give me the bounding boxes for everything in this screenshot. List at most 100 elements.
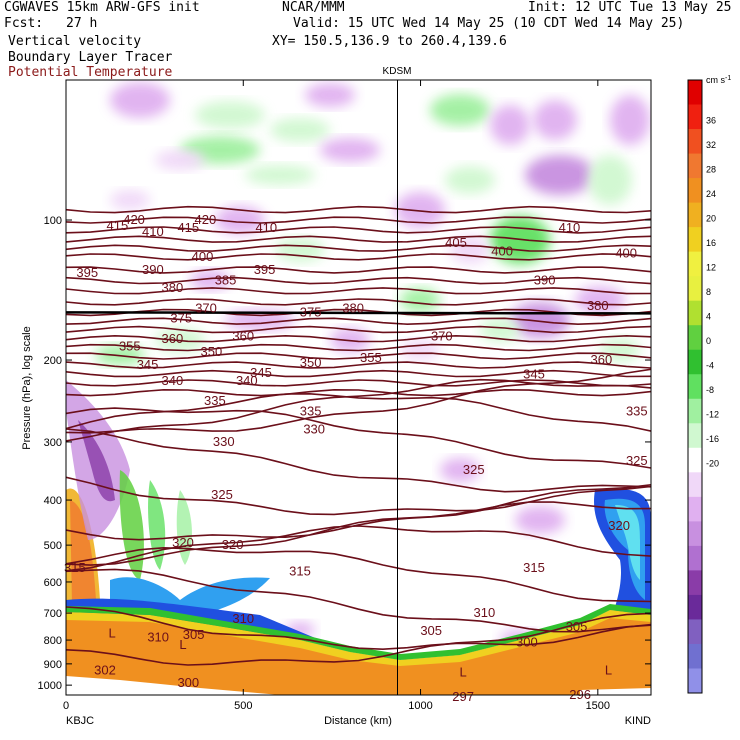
velocity-blob bbox=[320, 138, 380, 162]
theta-contour bbox=[66, 343, 651, 352]
plot-frame bbox=[65, 79, 652, 696]
theta-label: 410 bbox=[255, 220, 277, 235]
theta-label: 335 bbox=[626, 403, 648, 418]
theta-contour bbox=[66, 388, 651, 397]
theta-label: 315 bbox=[64, 560, 86, 575]
theta-label: 370 bbox=[431, 328, 453, 343]
theta-label: 350 bbox=[201, 344, 223, 359]
velocity-blob bbox=[270, 118, 330, 142]
colorbar-swatch bbox=[688, 545, 702, 571]
theta-contour bbox=[66, 379, 651, 387]
colorbar-tick-label: -16 bbox=[706, 434, 719, 444]
velocity-blob bbox=[610, 95, 650, 145]
theta-contour bbox=[66, 476, 651, 516]
theta-label: 305 bbox=[183, 627, 205, 642]
velocity-blob bbox=[430, 94, 490, 126]
velocity-blob bbox=[510, 302, 570, 338]
theta-label: 355 bbox=[119, 338, 141, 353]
theta-contour bbox=[66, 276, 651, 285]
velocity-blob bbox=[275, 238, 325, 262]
y-axis: 100 200 300 400 500 600 700 800 900 1000 bbox=[38, 215, 651, 692]
theta-label: 315 bbox=[289, 564, 311, 579]
colorbar-swatch bbox=[688, 447, 702, 473]
theta-label: 315 bbox=[523, 560, 545, 575]
theta-contour bbox=[66, 308, 651, 317]
cross-section-endpoints: XY= 150.5,136.9 to 260.4,139.6 bbox=[272, 34, 507, 49]
colorbar-swatch bbox=[688, 178, 702, 204]
colorbar-swatch bbox=[688, 594, 702, 620]
theta-label: 325 bbox=[211, 487, 233, 502]
y-tick-label: 1000 bbox=[38, 680, 62, 692]
theta-label: 350 bbox=[300, 355, 322, 370]
shading-layer bbox=[66, 80, 651, 695]
theta-label: 410 bbox=[142, 224, 164, 239]
theta-label: 335 bbox=[204, 393, 226, 408]
theta-contour bbox=[66, 317, 651, 326]
x-tick-label: 1000 bbox=[408, 700, 432, 712]
velocity-blob bbox=[305, 83, 355, 107]
theta-label: 310 bbox=[474, 605, 496, 620]
colorbar-swatch bbox=[688, 521, 702, 547]
theta-contour bbox=[66, 205, 651, 214]
theta-contour bbox=[66, 253, 651, 261]
colorbar-swatch bbox=[688, 472, 702, 498]
theta-label: 335 bbox=[300, 403, 322, 418]
y-tick-label: 900 bbox=[44, 659, 62, 671]
colorbar-swatch bbox=[688, 227, 702, 253]
y-axis-label: Pressure (hPa), log scale bbox=[21, 326, 33, 450]
model-title: CGWAVES 15km ARW-GFS init bbox=[4, 0, 200, 15]
velocity-blob bbox=[490, 105, 530, 145]
colorbar-swatch bbox=[688, 423, 702, 449]
theta-contour bbox=[66, 369, 651, 378]
theta-contour bbox=[66, 334, 651, 343]
colorbar-swatch bbox=[688, 398, 702, 424]
low-marker: L bbox=[179, 637, 186, 652]
theta-label: 415 bbox=[177, 220, 199, 235]
field-vertical-velocity: Vertical velocity bbox=[8, 34, 142, 49]
theta-contour bbox=[66, 368, 651, 434]
velocity-blob bbox=[245, 165, 315, 185]
colorbar-swatch bbox=[688, 202, 702, 228]
theta-label: 360 bbox=[232, 328, 254, 343]
colorbar-swatch bbox=[688, 276, 702, 302]
y-tick-label: 400 bbox=[44, 495, 62, 507]
theta-label: 360 bbox=[162, 331, 184, 346]
center-label: NCAR/MMM bbox=[282, 0, 345, 15]
theta-label: 400 bbox=[491, 244, 513, 259]
theta-label: 420 bbox=[123, 212, 145, 227]
theta-label: 360 bbox=[591, 352, 613, 367]
theta-label: 320 bbox=[222, 537, 244, 552]
theta-contour bbox=[66, 226, 651, 234]
colorbar-swatch bbox=[688, 129, 702, 155]
theta-contour bbox=[66, 606, 651, 651]
theta-contour bbox=[66, 244, 651, 252]
colorbar-tick-label: 24 bbox=[706, 189, 716, 199]
colorbar-tick-label: 0 bbox=[706, 336, 711, 346]
velocity-blob bbox=[395, 192, 445, 228]
forecast-hour: 27 h bbox=[66, 16, 98, 31]
colorbar-swatch bbox=[688, 80, 702, 106]
x-axis-label: Distance (km) bbox=[324, 715, 392, 727]
theta-label: 325 bbox=[463, 462, 485, 477]
y-tick-label: 600 bbox=[44, 577, 62, 589]
colorbar-tick-label: 20 bbox=[706, 214, 716, 224]
theta-label: 345 bbox=[523, 367, 545, 382]
colorbar-swatch bbox=[688, 668, 702, 694]
theta-label: 340 bbox=[162, 373, 184, 388]
init-time: Init: 12 UTC Tue 13 May 25 bbox=[528, 0, 732, 15]
potential-temperature-contours bbox=[66, 205, 651, 666]
x-axis: 0 500 1000 1500 bbox=[63, 80, 610, 712]
theta-label: 340 bbox=[236, 373, 258, 388]
theta-label: 320 bbox=[608, 518, 630, 533]
theta-contour bbox=[66, 612, 651, 666]
velocity-blob bbox=[400, 288, 440, 312]
velocity-blob bbox=[440, 458, 480, 482]
theta-label: 320 bbox=[172, 535, 194, 550]
theta-label: 380 bbox=[162, 280, 184, 295]
theta-label: 300 bbox=[516, 635, 538, 650]
velocity-blob bbox=[110, 82, 170, 118]
forecast-label: Fcst: bbox=[4, 16, 44, 31]
station-mid-label: KDSM bbox=[383, 66, 412, 77]
theta-label: 330 bbox=[303, 421, 325, 436]
theta-label: 420 bbox=[194, 212, 216, 227]
